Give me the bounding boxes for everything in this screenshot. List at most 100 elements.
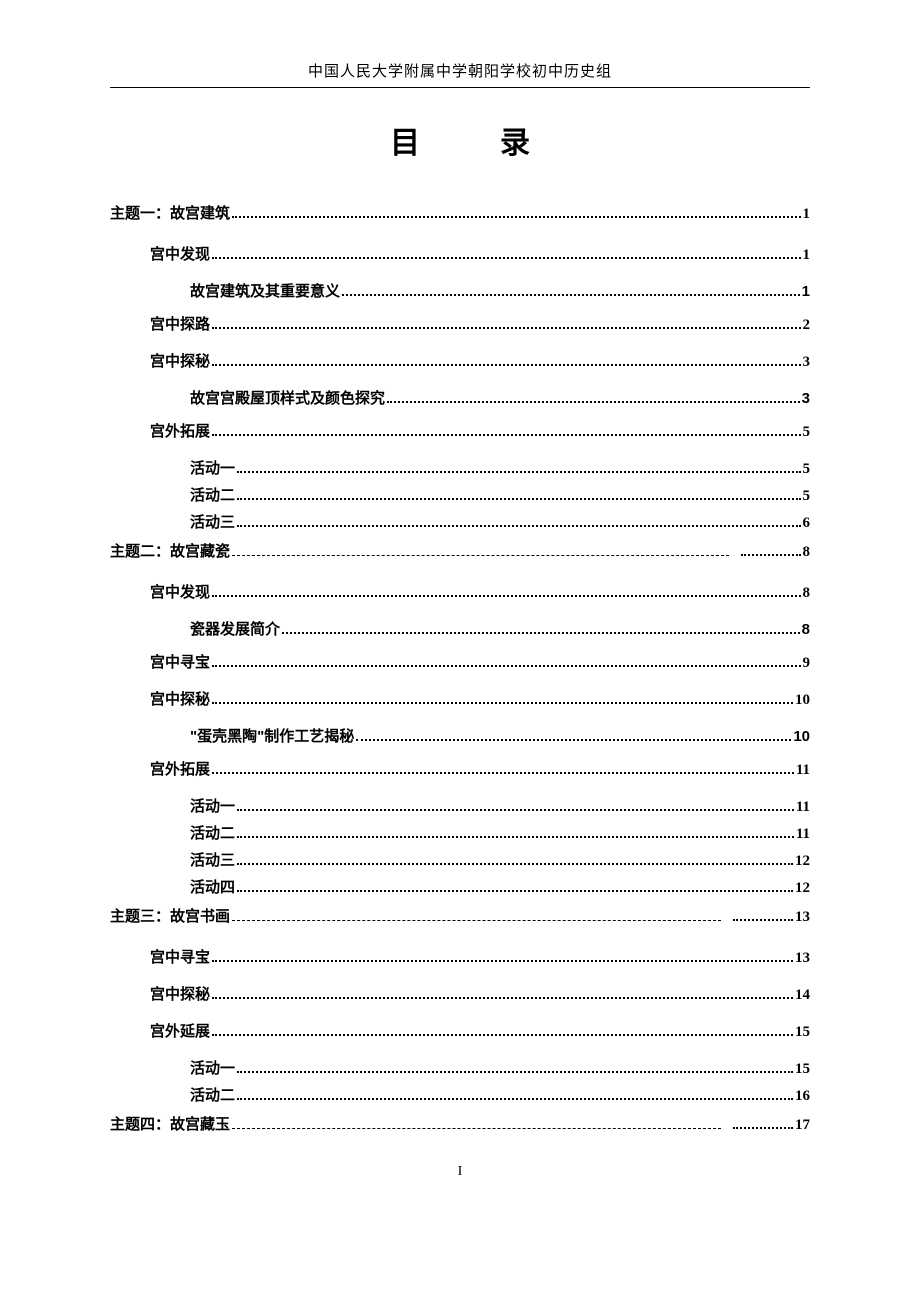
toc-entry: 宫外拓展11 [150, 758, 810, 779]
toc-leader [212, 997, 793, 999]
toc-label: 宫中探路 [150, 313, 210, 334]
toc-page-number: 5 [803, 461, 811, 478]
toc-leader [212, 434, 800, 436]
toc-label: 宫中探秘 [150, 688, 210, 709]
toc-leader-dots [733, 919, 793, 921]
toc-label: 宫中探秘 [150, 983, 210, 1004]
toc-container: 主题一：故宫建筑1 宫中发现 1 故宫建筑及其重要意义1 宫中探路 2 宫中探秘 3 故宫宫殿屋… [110, 202, 810, 1134]
toc-entry: 活动三 12 [190, 849, 810, 870]
toc-label: 宫外延展 [150, 1020, 210, 1041]
toc-entry: 宫中发现 8 [150, 581, 810, 602]
toc-leader [212, 257, 800, 259]
toc-label: 主题四：故宫藏玉 [110, 1113, 230, 1134]
toc-page-number: 12 [795, 880, 810, 897]
toc-page-number: 8 [803, 544, 811, 561]
toc-leader [237, 890, 793, 892]
toc-label: 宫中发现 [150, 243, 210, 264]
toc-entry: 活动一 11 [190, 795, 810, 816]
toc-leader [212, 665, 800, 667]
toc-label: 活动一 [190, 795, 235, 816]
toc-label: 主题三：故宫书画 [110, 905, 230, 926]
toc-label: 宫外拓展 [150, 420, 210, 441]
toc-leader [342, 294, 800, 296]
toc-entry: 活动四12 [190, 876, 810, 897]
toc-entry: 宫中发现 1 [150, 243, 810, 264]
toc-entry: 宫中寻宝9 [150, 651, 810, 672]
page-header: 中国人民大学附属中学朝阳学校初中历史组 [110, 60, 810, 81]
toc-page-number: 8 [802, 621, 810, 638]
toc-entry: 故宫建筑及其重要意义1 [190, 280, 810, 301]
toc-leader [212, 364, 800, 366]
toc-label: "蛋壳黑陶"制作工艺揭秘 [190, 725, 354, 746]
toc-page-number: 16 [795, 1088, 810, 1105]
toc-label: 活动二 [190, 822, 235, 843]
toc-label: 活动二 [190, 484, 235, 505]
toc-entry: 宫中探路 2 [150, 313, 810, 334]
toc-leader-dots [741, 554, 801, 556]
toc-leader [387, 401, 800, 403]
toc-label: 活动二 [190, 1084, 235, 1105]
toc-label: 故宫宫殿屋顶样式及颜色探究 [190, 387, 385, 408]
toc-leader [232, 920, 721, 921]
toc-entry: 主题一：故宫建筑1 [110, 202, 810, 223]
toc-page-number: 11 [796, 762, 810, 779]
toc-leader [282, 632, 800, 634]
toc-entry: 活动三6 [190, 511, 810, 532]
toc-page-number: 3 [803, 354, 811, 371]
toc-page-number: 13 [795, 950, 810, 967]
toc-leader [237, 809, 794, 811]
toc-leader [232, 555, 728, 556]
toc-leader [237, 471, 800, 473]
toc-leader [237, 525, 800, 527]
header-divider [110, 87, 810, 88]
toc-label: 活动一 [190, 457, 235, 478]
toc-leader-dots [733, 1127, 793, 1129]
toc-leader [356, 739, 791, 741]
toc-page-number: 15 [795, 1061, 810, 1078]
toc-label: 活动三 [190, 849, 235, 870]
toc-page-number: 10 [795, 692, 810, 709]
toc-label: 主题二：故宫藏瓷 [110, 540, 230, 561]
toc-entry: 活动二 5 [190, 484, 810, 505]
toc-leader [212, 772, 794, 774]
toc-page-number: 11 [796, 799, 810, 816]
toc-entry: 宫中探秘 14 [150, 983, 810, 1004]
toc-entry: 瓷器发展简介 8 [190, 618, 810, 639]
toc-page-number: 3 [802, 390, 810, 407]
toc-page-number: 13 [795, 909, 810, 926]
toc-title: 目录 [110, 118, 810, 162]
toc-page-number: 14 [795, 987, 810, 1004]
toc-page-number: 1 [803, 206, 811, 223]
toc-leader [232, 1128, 721, 1129]
toc-label: 宫中寻宝 [150, 651, 210, 672]
toc-entry: 宫中寻宝 13 [150, 946, 810, 967]
toc-page-number: 12 [795, 853, 810, 870]
toc-page-number: 8 [803, 585, 811, 602]
page-number: I [110, 1164, 810, 1180]
toc-entry: 宫外拓展5 [150, 420, 810, 441]
toc-label: 瓷器发展简介 [190, 618, 280, 639]
toc-leader [232, 216, 800, 218]
toc-entry: 宫中探秘 3 [150, 350, 810, 371]
toc-entry: 宫外延展 15 [150, 1020, 810, 1041]
toc-page-number: 1 [803, 247, 811, 264]
toc-entry: "蛋壳黑陶"制作工艺揭秘 10 [190, 725, 810, 746]
toc-page-number: 5 [803, 488, 811, 505]
toc-entry: 活动一 15 [190, 1057, 810, 1078]
toc-leader [237, 863, 793, 865]
toc-page-number: 15 [795, 1024, 810, 1041]
toc-label: 宫中发现 [150, 581, 210, 602]
toc-page-number: 10 [793, 728, 810, 745]
toc-leader [212, 960, 793, 962]
toc-entry: 主题二：故宫藏瓷 8 [110, 540, 810, 561]
toc-leader [237, 1098, 793, 1100]
toc-leader [237, 1071, 793, 1073]
toc-label: 宫中寻宝 [150, 946, 210, 967]
toc-leader [212, 327, 800, 329]
toc-label: 宫中探秘 [150, 350, 210, 371]
toc-page-number: 11 [796, 826, 810, 843]
toc-entry: 活动二 16 [190, 1084, 810, 1105]
toc-label: 活动一 [190, 1057, 235, 1078]
toc-leader [237, 836, 794, 838]
toc-page-number: 2 [803, 317, 811, 334]
